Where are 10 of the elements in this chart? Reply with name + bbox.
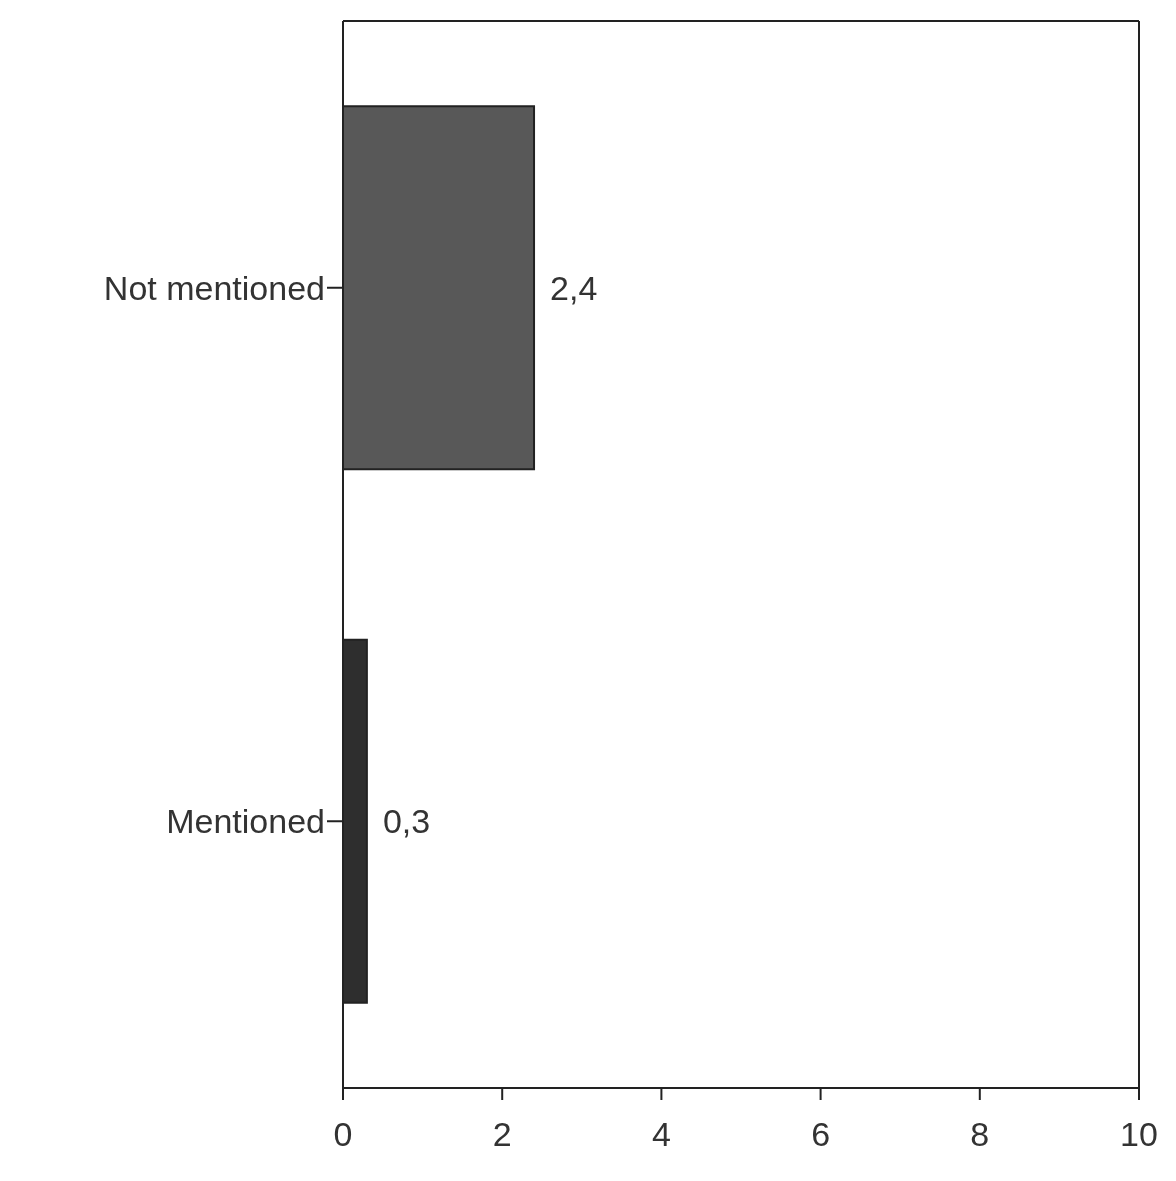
x-tick-label: 0 [333, 1115, 353, 1154]
y-tick-label: Mentioned [166, 802, 325, 841]
x-tick-label: 2 [492, 1115, 512, 1154]
data-label: 2,4 [550, 268, 598, 307]
y-tick-label: Not mentioned [103, 268, 325, 307]
x-tick-label: 8 [970, 1115, 990, 1154]
data-label: 0,3 [382, 802, 431, 841]
x-tick-label: 4 [651, 1115, 671, 1154]
x-tick-label: 6 [811, 1115, 831, 1154]
x-tick-label: 10 [1120, 1115, 1158, 1154]
